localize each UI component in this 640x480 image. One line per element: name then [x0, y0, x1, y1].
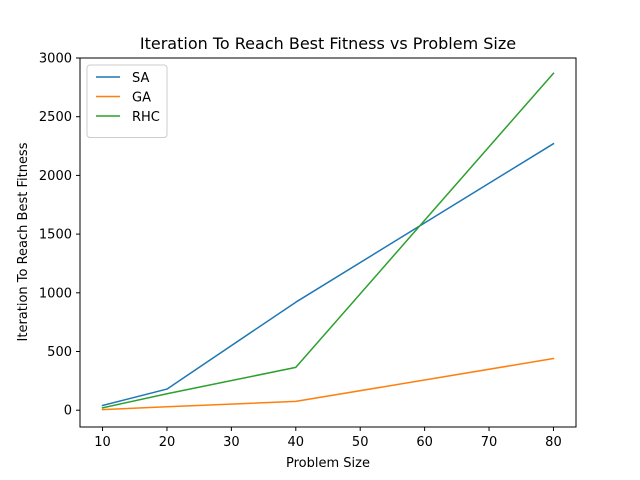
x-axis-label: Problem Size — [286, 456, 370, 471]
legend-label-ga: GA — [132, 91, 151, 106]
x-tick-label: 80 — [545, 435, 562, 450]
y-axis: 0 500 1000 1500 2000 2500 3000 — [39, 52, 80, 419]
x-tick-label: 60 — [416, 435, 433, 450]
y-tick-label: 0 — [64, 404, 72, 419]
y-axis-label: Iteration To Reach Best Fitness — [16, 142, 31, 341]
series-line-ga — [101, 357, 555, 411]
y-tick-label: 2000 — [39, 169, 72, 184]
legend: SA GA RHC — [86, 64, 168, 138]
y-tick-label: 1000 — [39, 286, 72, 301]
x-tick-label: 70 — [481, 435, 498, 450]
x-tick-label: 20 — [159, 435, 176, 450]
legend-box — [86, 64, 168, 138]
series-line-rhc — [101, 72, 555, 409]
y-tick-label: 2500 — [39, 110, 72, 125]
x-tick-label: 30 — [223, 435, 240, 450]
plot-frame — [79, 57, 577, 428]
legend-label-rhc: RHC — [132, 110, 160, 125]
y-tick-label: 3000 — [39, 52, 72, 67]
series-line-sa — [101, 142, 555, 407]
x-tick-label: 10 — [94, 435, 111, 450]
plot-area — [101, 72, 555, 411]
legend-label-sa: SA — [132, 71, 149, 86]
y-tick-label: 500 — [47, 345, 72, 360]
y-tick-label: 1500 — [39, 228, 72, 243]
x-tick-label: 40 — [288, 435, 305, 450]
chart-title: Iteration To Reach Best Fitness vs Probl… — [140, 34, 516, 53]
x-axis: 10 20 30 40 50 60 70 80 — [94, 427, 562, 450]
x-tick-label: 50 — [352, 435, 369, 450]
